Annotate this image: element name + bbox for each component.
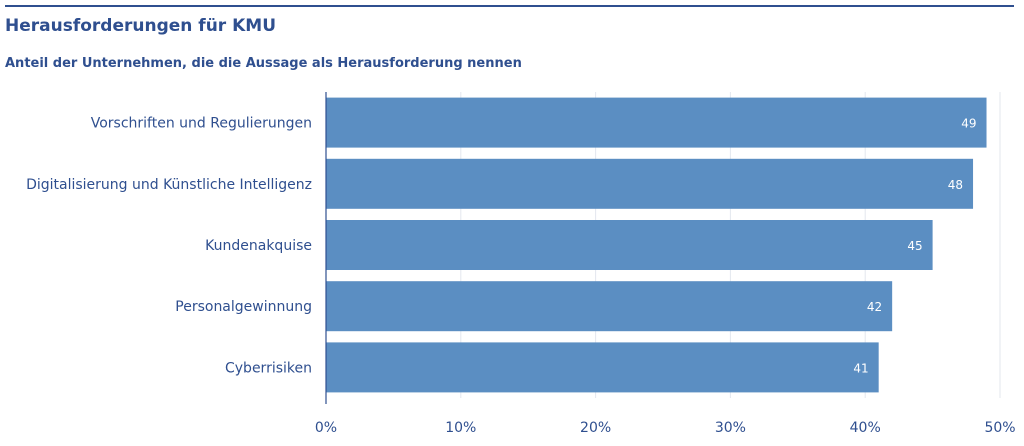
bar <box>326 158 974 209</box>
category-label: Kundenakquise <box>205 238 312 254</box>
chart-title: Herausforderungen für KMU <box>5 16 276 36</box>
data-label: 45 <box>907 239 922 253</box>
category-label: Personalgewinnung <box>175 299 312 315</box>
data-label: 49 <box>961 117 976 131</box>
x-tick-label: 0% <box>315 420 337 436</box>
bar <box>326 342 879 393</box>
x-tick-label: 30% <box>715 420 746 436</box>
data-label: 48 <box>948 178 963 192</box>
x-tick-label: 40% <box>850 420 881 436</box>
data-label: 42 <box>867 300 882 314</box>
x-tick-label: 10% <box>445 420 476 436</box>
bar <box>326 281 893 332</box>
chart-subtitle: Anteil der Unternehmen, die die Aussage … <box>5 56 522 71</box>
bar <box>326 220 933 270</box>
data-label: 41 <box>853 361 868 375</box>
category-label: Vorschriften und Regulierungen <box>91 116 312 132</box>
x-tick-label: 20% <box>580 420 611 436</box>
category-label: Digitalisierung und Künstliche Intellige… <box>26 177 312 193</box>
bar <box>326 97 987 148</box>
top-rule <box>5 5 1014 7</box>
category-label: Cyberrisiken <box>225 360 312 376</box>
x-tick-label: 50% <box>984 420 1015 436</box>
